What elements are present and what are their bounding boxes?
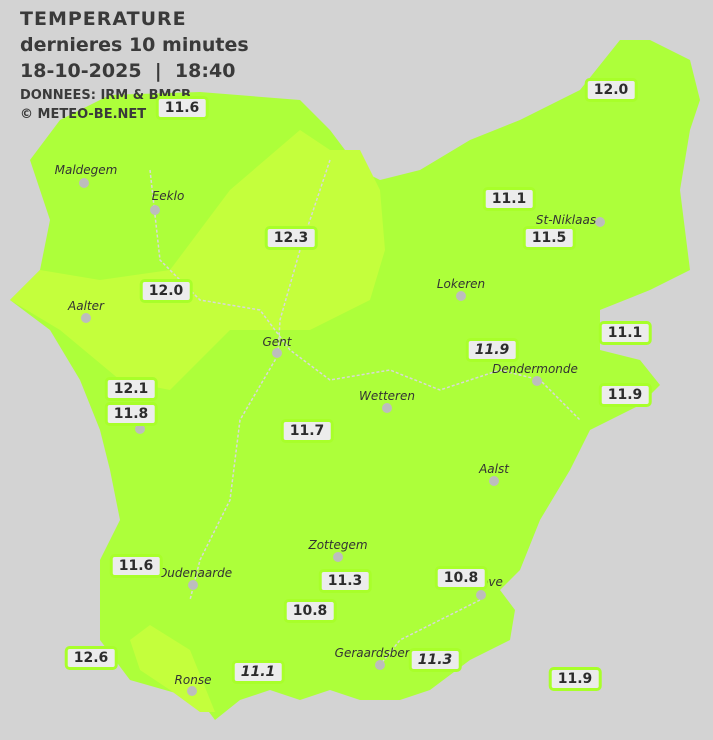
city-label: Eeklo [151,189,185,203]
map-subtitle: dernieres 10 minutes [20,34,249,56]
city-marker [150,205,160,215]
station-temperature[interactable]: 11.6 [155,96,209,120]
city-marker [375,660,385,670]
city-marker [187,686,197,696]
city-marker [79,178,89,188]
station-temperature[interactable]: 12.3 [264,226,318,250]
station-temperature[interactable]: 11.1 [598,321,652,345]
station-temperature[interactable]: 11.9 [598,383,652,407]
station-temperature[interactable]: 12.0 [584,78,638,102]
map-datetime: 18-10-2025 | 18:40 [20,60,236,82]
station-temperature[interactable]: 11.5 [522,226,576,250]
city-marker [476,590,486,600]
city-label: Aalst [479,462,509,476]
city-marker [272,348,282,358]
city-marker [188,580,198,590]
city-label: Dendermonde [492,362,578,376]
station-temperature[interactable]: 11.8 [104,402,158,426]
city-label: Aalter [68,299,104,313]
city-marker [81,313,91,323]
city-label: Geraardsberg [334,646,418,660]
station-temperature[interactable]: 10.8 [283,599,337,623]
city-marker [135,424,145,434]
station-temperature[interactable]: 11.9 [548,667,602,691]
city-label: Oudenaarde [157,566,233,580]
city-label: Maldegem [54,163,118,177]
station-temperature[interactable]: 11.3 [408,648,462,672]
city-label: Zottegem [308,538,368,552]
station-temperature[interactable]: 11.1 [482,187,536,211]
city-marker [456,291,466,301]
city-label: St-Niklaas [535,213,597,227]
station-temperature[interactable]: 12.0 [139,279,193,303]
city-marker [595,217,605,227]
station-temperature[interactable]: 11.3 [318,569,372,593]
copyright: © METEO-BE.NET [20,107,147,122]
station-temperature[interactable]: 11.6 [109,554,163,578]
city-label: Gent [262,335,292,349]
city-marker [489,476,499,486]
city-marker [382,403,392,413]
station-temperature[interactable]: 11.1 [231,660,285,684]
rivers [149,159,581,666]
station-temperature[interactable]: 11.7 [280,419,334,443]
station-temperature[interactable]: 10.8 [434,566,488,590]
zone-12-degrees [10,130,385,390]
map-title: TEMPERATURE [20,8,187,30]
data-source: DONNEES: IRM & BMCB [20,88,191,103]
station-temperature[interactable]: 11.9 [465,338,519,362]
city-label: Ronse [174,673,212,687]
city-label: Lokeren [436,277,486,291]
station-temperature[interactable]: 12.6 [64,646,118,670]
station-temperature[interactable]: 12.1 [104,377,158,401]
city-label: Wetteren [359,389,415,403]
city-marker [333,552,343,562]
city-marker [532,376,542,386]
